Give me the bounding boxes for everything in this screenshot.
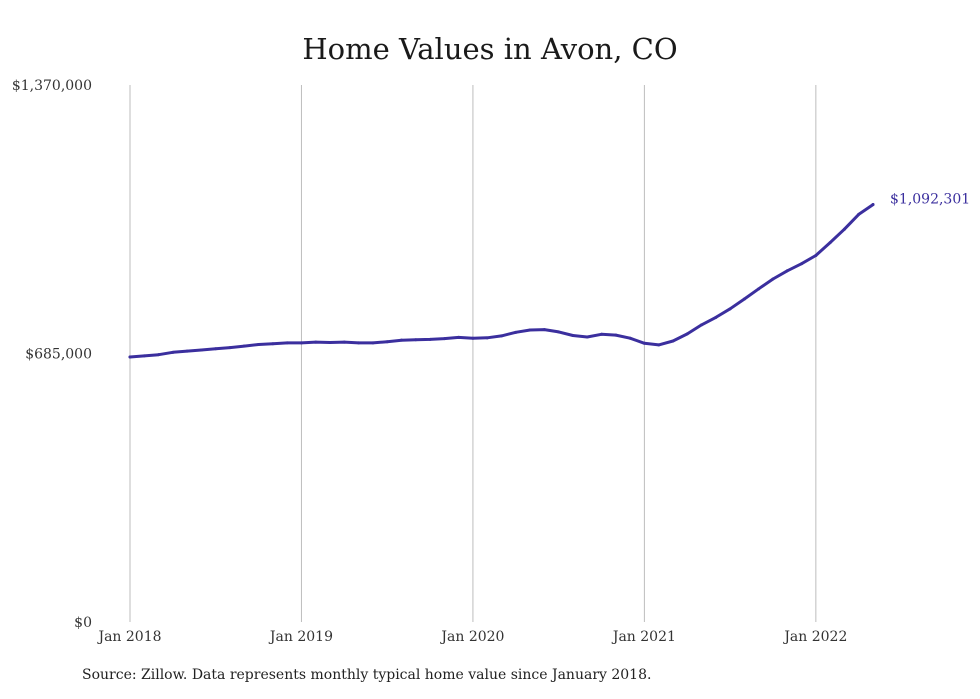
- data-point: [685, 332, 689, 336]
- data-point: [414, 338, 418, 342]
- data-point: [728, 307, 732, 311]
- gridlines: [129, 85, 817, 622]
- data-point: [800, 262, 804, 266]
- data-point: [157, 353, 161, 357]
- data-point: [314, 340, 318, 344]
- data-point: [171, 350, 175, 354]
- data-point: [485, 336, 489, 340]
- data-point: [285, 341, 289, 345]
- data-point: [771, 277, 775, 281]
- y-axis-ticks: $0 $685,000 $1,370,000: [12, 78, 92, 631]
- data-point: [842, 227, 846, 231]
- series-line: [128, 203, 875, 359]
- data-point: [299, 341, 303, 345]
- data-point: [614, 333, 618, 337]
- data-point: [742, 297, 746, 301]
- data-point: [714, 315, 718, 319]
- data-point: [585, 335, 589, 339]
- data-point: [871, 203, 875, 207]
- data-point: [371, 341, 375, 345]
- data-point: [471, 336, 475, 340]
- x-tick-label: Jan 2018: [96, 629, 161, 645]
- data-point: [271, 342, 275, 346]
- data-point: [700, 323, 704, 327]
- x-axis-ticks: Jan 2018 Jan 2019 Jan 2020 Jan 2021 Jan 2022: [96, 629, 847, 645]
- data-point: [357, 341, 361, 345]
- data-point: [571, 333, 575, 337]
- data-point: [442, 337, 446, 341]
- data-point: [671, 339, 675, 343]
- data-point: [257, 342, 261, 346]
- data-point: [628, 336, 632, 340]
- data-point: [457, 335, 461, 339]
- data-point: [385, 340, 389, 344]
- data-point: [528, 328, 532, 332]
- data-point: [185, 349, 189, 353]
- x-tick-label: Jan 2022: [782, 629, 847, 645]
- data-point: [142, 354, 146, 358]
- data-point: [642, 341, 646, 345]
- data-point: [328, 341, 332, 345]
- x-tick-label: Jan 2021: [611, 629, 676, 645]
- data-point: [242, 344, 246, 348]
- data-point: [428, 337, 432, 341]
- data-point: [214, 347, 218, 351]
- data-point: [600, 332, 604, 336]
- data-point: [542, 328, 546, 332]
- data-point: [399, 338, 403, 342]
- data-point: [657, 343, 661, 347]
- data-point: [828, 241, 832, 245]
- data-point: [785, 269, 789, 273]
- data-point: [199, 348, 203, 352]
- data-point: [228, 346, 232, 350]
- data-point: [857, 212, 861, 216]
- data-point: [557, 330, 561, 334]
- x-tick-label: Jan 2019: [268, 629, 333, 645]
- y-tick-label: $0: [74, 615, 92, 631]
- chart-title: Home Values in Avon, CO: [302, 32, 678, 66]
- end-value-label: $1,092,301: [890, 192, 970, 208]
- data-point: [814, 254, 818, 258]
- x-tick-label: Jan 2020: [439, 629, 504, 645]
- source-note: Source: Zillow. Data represents monthly …: [82, 667, 652, 683]
- data-point: [342, 340, 346, 344]
- data-point: [514, 330, 518, 334]
- data-point: [500, 334, 503, 338]
- data-point: [128, 355, 132, 359]
- series-layer: $1,092,301: [128, 192, 970, 359]
- y-tick-label: $685,000: [25, 347, 92, 363]
- y-tick-label: $1,370,000: [12, 78, 92, 94]
- data-point: [757, 287, 761, 291]
